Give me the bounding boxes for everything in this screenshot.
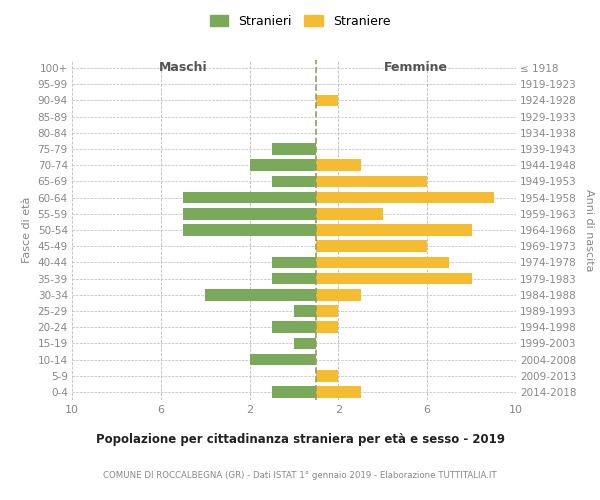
Bar xyxy=(316,94,338,106)
Bar xyxy=(316,289,361,300)
Bar xyxy=(316,370,338,382)
Bar xyxy=(294,305,316,317)
Y-axis label: Anni di nascita: Anni di nascita xyxy=(584,188,593,271)
Bar xyxy=(316,224,472,236)
Bar xyxy=(272,256,316,268)
Bar xyxy=(272,322,316,333)
Legend: Stranieri, Straniere: Stranieri, Straniere xyxy=(206,11,394,32)
Y-axis label: Fasce di età: Fasce di età xyxy=(22,197,32,263)
Bar xyxy=(316,256,449,268)
Bar xyxy=(250,354,316,366)
Text: Popolazione per cittadinanza straniera per età e sesso - 2019: Popolazione per cittadinanza straniera p… xyxy=(95,432,505,446)
Bar xyxy=(316,160,361,171)
Bar xyxy=(183,224,316,236)
Bar xyxy=(316,305,338,317)
Bar xyxy=(316,272,472,284)
Bar xyxy=(250,160,316,171)
Bar xyxy=(272,386,316,398)
Bar xyxy=(316,240,427,252)
Bar xyxy=(316,176,427,188)
Text: Femmine: Femmine xyxy=(384,61,448,74)
Bar xyxy=(272,143,316,155)
Bar xyxy=(205,289,316,300)
Bar xyxy=(316,208,383,220)
Bar xyxy=(272,272,316,284)
Bar xyxy=(294,338,316,349)
Text: Maschi: Maschi xyxy=(158,61,208,74)
Bar xyxy=(316,386,361,398)
Bar xyxy=(316,192,494,203)
Bar xyxy=(183,192,316,203)
Text: COMUNE DI ROCCALBEGNA (GR) - Dati ISTAT 1° gennaio 2019 - Elaborazione TUTTITALI: COMUNE DI ROCCALBEGNA (GR) - Dati ISTAT … xyxy=(103,470,497,480)
Bar xyxy=(272,176,316,188)
Bar xyxy=(316,322,338,333)
Bar xyxy=(183,208,316,220)
